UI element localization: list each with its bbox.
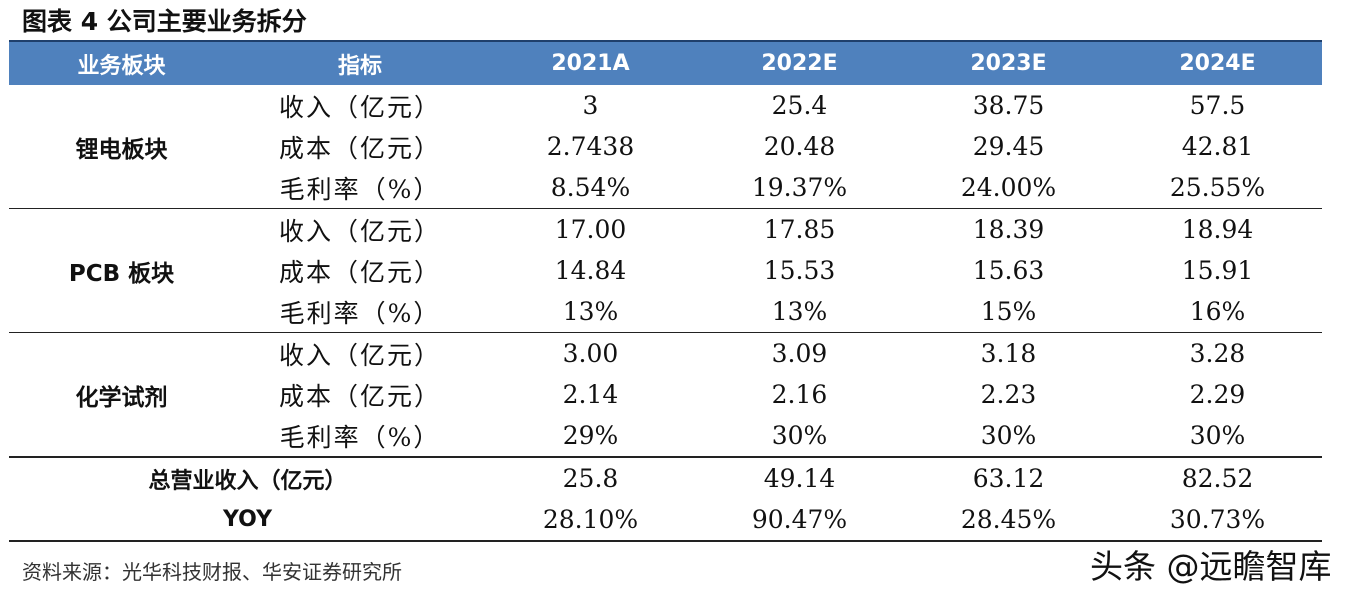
metric-label: 成本（亿元） (278, 257, 441, 287)
segment-group-chemical: 化学试剂 收入（亿元） 3.00 3.09 3.18 3.28 成本（亿元） 2… (9, 332, 1322, 456)
value-cell: 18.94 (1181, 215, 1254, 244)
value-cell: 3.18 (980, 339, 1037, 368)
source-note: 资料来源：光华科技财报、华安证券研究所 (22, 560, 402, 584)
value-cell: 16% (1189, 297, 1246, 326)
value-cell: 57.5 (1189, 91, 1246, 120)
metric-label: 收入（亿元） (278, 340, 441, 370)
header-year-2024: 2024E (1179, 51, 1256, 76)
value-cell: 24.00% (960, 173, 1057, 202)
table-row: 收入（亿元） 17.00 17.85 18.39 18.94 (234, 209, 1322, 250)
table-row: 毛利率（%） 29% 30% 30% 30% (234, 415, 1322, 456)
value-cell: 2.29 (1189, 380, 1246, 409)
value-cell: 13% (562, 297, 619, 326)
value-cell: 82.52 (1181, 464, 1254, 493)
value-cell: 25.55% (1169, 173, 1266, 202)
value-cell: 8.54% (550, 173, 631, 202)
metric-label: 毛利率（%） (279, 298, 441, 328)
watermark: 头条 @远瞻智库 (1090, 547, 1332, 586)
header-year-2022: 2022E (761, 51, 838, 76)
value-cell: 30% (1189, 421, 1246, 450)
value-cell: 28.10% (542, 505, 639, 534)
value-cell: 18.39 (972, 215, 1045, 244)
value-cell: 25.4 (771, 91, 828, 120)
metric-label: 毛利率（%） (279, 422, 441, 452)
value-cell: 3.09 (771, 339, 828, 368)
table-row: 成本（亿元） 2.7438 20.48 29.45 42.81 (234, 126, 1322, 167)
value-cell: 3.28 (1189, 339, 1246, 368)
yoy-label: YOY (223, 507, 272, 532)
value-cell: 2.7438 (546, 132, 635, 161)
table-bottom-rule (9, 540, 1322, 542)
header-year-2021: 2021A (551, 51, 630, 76)
value-cell: 2.23 (980, 380, 1037, 409)
table-row: 成本（亿元） 14.84 15.53 15.63 15.91 (234, 250, 1322, 291)
header-year-2023: 2023E (970, 51, 1047, 76)
value-cell: 17.85 (763, 215, 836, 244)
value-cell: 19.37% (751, 173, 848, 202)
value-cell: 13% (771, 297, 828, 326)
value-cell: 3 (582, 91, 599, 120)
metric-label: 收入（亿元） (278, 216, 441, 246)
table-row: 成本（亿元） 2.14 2.16 2.23 2.29 (234, 374, 1322, 415)
value-cell: 25.8 (562, 464, 619, 493)
metric-label: 收入（亿元） (278, 92, 441, 122)
value-cell: 20.48 (763, 132, 836, 161)
value-cell: 15.53 (763, 256, 836, 285)
value-cell: 28.45% (960, 505, 1057, 534)
segment-group-lithium: 锂电板块 收入（亿元） 3 25.4 38.75 57.5 成本（亿元） 2.7… (9, 85, 1322, 208)
value-cell: 38.75 (972, 91, 1045, 120)
header-segment: 业务板块 (77, 53, 166, 79)
value-cell: 2.16 (771, 380, 828, 409)
value-cell: 3.00 (562, 339, 619, 368)
totals-section: 总营业收入（亿元） 25.8 49.14 63.12 82.52 YOY 28.… (9, 456, 1322, 540)
value-cell: 29% (562, 421, 619, 450)
table-row: YOY 28.10% 90.47% 28.45% 30.73% (9, 499, 1322, 540)
business-breakdown-table: 业务板块 指标 2021A 2022E 2023E 2024E 锂电板块 收入（… (9, 40, 1322, 542)
value-cell: 90.47% (751, 505, 848, 534)
value-cell: 14.84 (554, 256, 627, 285)
table-row: 总营业收入（亿元） 25.8 49.14 63.12 82.52 (9, 458, 1322, 499)
value-cell: 15.91 (1181, 256, 1254, 285)
segment-label: 锂电板块 (75, 136, 168, 163)
metric-label: 成本（亿元） (278, 381, 441, 411)
segment-label: 化学试剂 (75, 384, 168, 411)
figure-caption: 图表 4 公司主要业务拆分 (22, 7, 307, 36)
value-cell: 42.81 (1181, 132, 1254, 161)
value-cell: 29.45 (972, 132, 1045, 161)
header-metric: 指标 (337, 53, 382, 79)
segment-group-pcb: PCB 板块 收入（亿元） 17.00 17.85 18.39 18.94 成本… (9, 208, 1322, 332)
value-cell: 17.00 (554, 215, 627, 244)
value-cell: 15% (980, 297, 1037, 326)
table-row: 毛利率（%） 8.54% 19.37% 24.00% 25.55% (234, 167, 1322, 208)
table-row: 毛利率（%） 13% 13% 15% 16% (234, 291, 1322, 332)
segment-label: PCB 板块 (68, 260, 175, 287)
value-cell: 49.14 (763, 464, 836, 493)
table-row: 收入（亿元） 3 25.4 38.75 57.5 (234, 85, 1322, 126)
value-cell: 30% (771, 421, 828, 450)
metric-label: 成本（亿元） (278, 133, 441, 163)
value-cell: 63.12 (972, 464, 1045, 493)
table-header: 业务板块 指标 2021A 2022E 2023E 2024E (9, 40, 1322, 85)
table-row: 收入（亿元） 3.00 3.09 3.18 3.28 (234, 333, 1322, 374)
value-cell: 30% (980, 421, 1037, 450)
metric-label: 毛利率（%） (279, 174, 441, 204)
total-revenue-label: 总营业收入（亿元） (148, 468, 347, 494)
value-cell: 30.73% (1169, 505, 1266, 534)
value-cell: 15.63 (972, 256, 1045, 285)
value-cell: 2.14 (562, 380, 619, 409)
